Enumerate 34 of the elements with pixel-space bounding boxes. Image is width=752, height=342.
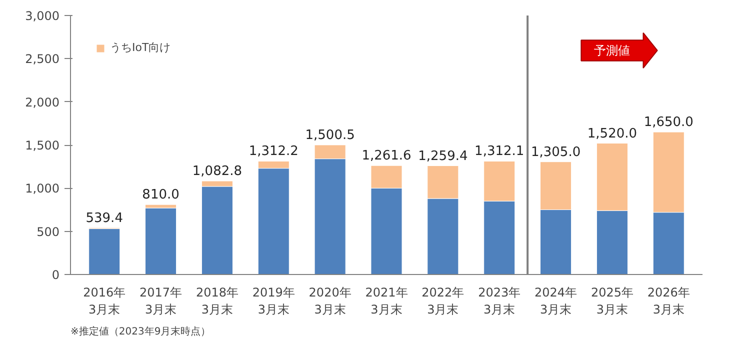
y-tick-label: 500: [36, 224, 60, 239]
x-tick-label: 2018年 3月末: [196, 286, 238, 316]
y-tick-label: 2,000: [25, 95, 60, 110]
y-tick-label: 3,000: [25, 9, 60, 23]
total-label: 539.4: [86, 210, 123, 226]
x-tick-label: 2026年 3月末: [647, 286, 690, 316]
x-tick-label: 2017年 3月末: [140, 286, 182, 316]
x-tick-label: 2019年 3月末: [252, 286, 295, 316]
y-tick-label: 0: [52, 268, 60, 282]
total-label: 1,312.2: [248, 144, 298, 160]
y-tick-label: 2,500: [25, 52, 60, 66]
total-label: 1,305.0: [530, 144, 581, 160]
bar: [88, 228, 120, 274]
x-tick-label: 2023年 3月末: [478, 286, 521, 316]
legend-label: うちIoT向け: [110, 40, 171, 55]
total-label: 1,312.1: [474, 144, 524, 160]
x-tick-label: 2020年 3月末: [308, 286, 352, 316]
bar: [145, 208, 177, 274]
y-tick-label: 1,500: [25, 138, 60, 152]
total-label: 1,259.4: [418, 148, 468, 164]
x-tick-label: 2016年 3月末: [83, 286, 126, 316]
x-tick-label: 2022年 3月末: [422, 286, 464, 316]
text: ※推定値（2023年9月末時点）: [70, 326, 211, 338]
total-label: 1,520.0: [587, 126, 638, 142]
x-tick-label: 2021年 3月末: [365, 286, 408, 316]
total-label: 1,650.0: [644, 115, 694, 130]
total-label: 1,082.8: [192, 164, 242, 180]
total-label: 1,261.6: [362, 148, 412, 164]
total-label: 1,500.5: [305, 128, 355, 143]
x-tick-label: 2024年 3月末: [534, 286, 578, 316]
annotation: 予測値: [594, 43, 630, 58]
total-label: 810.0: [142, 188, 180, 203]
x-tick-label: 2025年 3月末: [590, 286, 634, 316]
y-tick-label: 1,000: [25, 182, 60, 196]
